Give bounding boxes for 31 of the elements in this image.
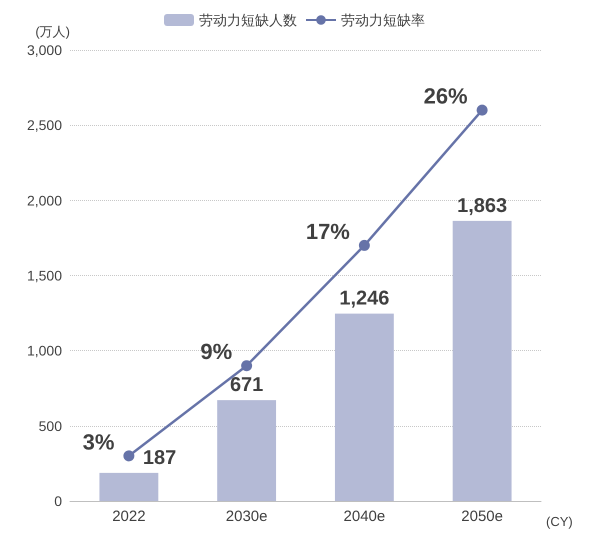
y-tick-label: 3,000 [26, 42, 62, 58]
legend-label: 劳动力短缺率 [341, 12, 425, 28]
data-label: 3% [82, 429, 114, 454]
data-label: 1,863 [457, 194, 508, 217]
y-tick-label: 500 [38, 418, 62, 434]
bar [452, 220, 512, 501]
y-tick-label: 0 [54, 493, 62, 509]
legend-label: 劳动力短缺人数 [199, 12, 297, 28]
data-label: 1,246 [339, 288, 390, 310]
bar [217, 400, 276, 501]
data-label: 187 [142, 446, 176, 469]
y-axis-title: (万人) [35, 24, 70, 39]
data-label: 17% [306, 218, 350, 244]
bar [334, 314, 394, 501]
x-axis-title: (CY) [546, 514, 573, 529]
data-label: 26% [424, 84, 468, 109]
point [123, 450, 134, 462]
y-tick-label: 1,000 [26, 342, 62, 359]
x-tick-label: 2030e [226, 508, 268, 525]
x-tick-label: 2022 [112, 508, 146, 525]
bar [99, 472, 158, 501]
y-tick-label: 2,000 [26, 192, 62, 208]
point [241, 360, 252, 372]
point [476, 104, 488, 116]
data-label: 9% [200, 339, 232, 364]
y-tick-label: 1,500 [26, 268, 62, 284]
point [358, 240, 370, 251]
x-tick-label: 2050e [461, 508, 503, 525]
y-tick-label: 2,500 [26, 117, 62, 134]
data-label: 671 [230, 374, 264, 396]
x-tick-label: 2040e [344, 508, 386, 525]
